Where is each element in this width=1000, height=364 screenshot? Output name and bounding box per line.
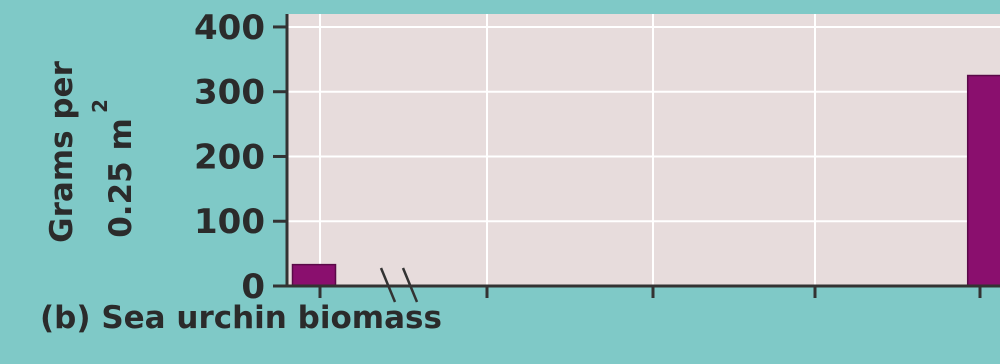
gridlines	[287, 14, 1000, 286]
bar-1	[966, 74, 1000, 287]
y-axis-title-line2: 0.25 m	[103, 118, 139, 238]
y-axis-title-line1: Grams per	[44, 60, 80, 242]
bar-0	[291, 263, 337, 287]
y-tick-label-400: 400	[194, 8, 265, 48]
y-axis-title-superscript: 2	[88, 99, 112, 113]
y-ticks: 0 100 200 300 400	[194, 8, 287, 307]
plot-area	[287, 14, 1000, 286]
x-ticks	[318, 286, 982, 298]
axes	[285, 14, 1000, 288]
y-tick-label-0: 0	[241, 267, 265, 307]
y-tick-label-300: 300	[194, 73, 265, 113]
axis-break-mark-right	[401, 267, 419, 303]
y-tick-label-200: 200	[194, 137, 265, 177]
y-tick-label-100: 100	[194, 202, 265, 242]
axis-break	[379, 267, 419, 303]
axis-break-mark-left	[379, 267, 397, 303]
chart-caption: (b) Sea urchin biomass	[40, 300, 442, 336]
